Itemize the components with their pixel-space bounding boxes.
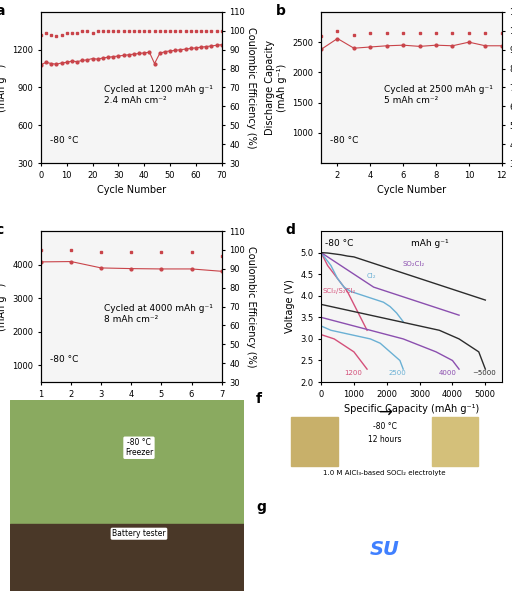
- X-axis label: Cycle Number: Cycle Number: [377, 185, 446, 195]
- X-axis label: Specific Capacity (mAh g⁻¹): Specific Capacity (mAh g⁻¹): [344, 404, 479, 414]
- X-axis label: Cycle Number: Cycle Number: [97, 404, 166, 414]
- Text: ~5000: ~5000: [472, 370, 496, 376]
- Text: LED: LED: [280, 516, 294, 525]
- Text: SO₂Cl₂: SO₂Cl₂: [402, 261, 424, 267]
- Text: f: f: [256, 392, 262, 406]
- Y-axis label: Voltage (V): Voltage (V): [285, 279, 294, 334]
- Text: a: a: [0, 4, 5, 19]
- Text: -80 °C: -80 °C: [325, 239, 353, 248]
- Text: Cycled at 2500 mAh g⁻¹
5 mAh cm⁻²: Cycled at 2500 mAh g⁻¹ 5 mAh cm⁻²: [385, 85, 493, 104]
- Text: Cycled at 4000 mAh g⁻¹
8 mAh cm⁻²: Cycled at 4000 mAh g⁻¹ 8 mAh cm⁻²: [104, 304, 213, 324]
- Text: Battery tester: Battery tester: [112, 529, 166, 538]
- Text: Cl₂: Cl₂: [366, 273, 376, 279]
- Bar: [432, 417, 478, 466]
- Text: g: g: [256, 500, 266, 513]
- Text: 1.0 M AlCl₃-based SOCl₂ electrolyte: 1.0 M AlCl₃-based SOCl₂ electrolyte: [324, 470, 446, 476]
- Text: b: b: [276, 4, 286, 19]
- Text: 2500: 2500: [388, 370, 406, 376]
- Bar: [291, 417, 338, 466]
- Text: -80 °C: -80 °C: [50, 355, 78, 364]
- Text: -80 °C
Freezer: -80 °C Freezer: [125, 438, 153, 457]
- Y-axis label: Coulombic Efficiency (%): Coulombic Efficiency (%): [246, 27, 256, 148]
- Text: -80 °C: -80 °C: [373, 422, 397, 431]
- X-axis label: Cycle Number: Cycle Number: [97, 185, 166, 195]
- Text: 1200: 1200: [345, 370, 362, 376]
- Y-axis label: Discharge Capacity
(mAh g⁻¹): Discharge Capacity (mAh g⁻¹): [0, 40, 7, 135]
- Text: 4000: 4000: [439, 370, 457, 376]
- Text: Cycled at 1200 mAh g⁻¹
2.4 mAh cm⁻²: Cycled at 1200 mAh g⁻¹ 2.4 mAh cm⁻²: [104, 85, 213, 104]
- Text: d: d: [285, 223, 295, 238]
- Text: -80 °C: -80 °C: [330, 136, 358, 145]
- Text: -80 °C: -80 °C: [50, 136, 78, 145]
- Y-axis label: Discharge Capacity
(mAh g⁻¹): Discharge Capacity (mAh g⁻¹): [0, 259, 7, 354]
- Text: c: c: [0, 223, 4, 238]
- Text: →: →: [378, 404, 392, 421]
- Bar: [10, 524, 244, 591]
- Text: -80 °C battery lights up a LED: -80 °C battery lights up a LED: [332, 576, 437, 583]
- Text: 12 hours: 12 hours: [368, 435, 401, 444]
- Y-axis label: Coulombic Efficiency (%): Coulombic Efficiency (%): [246, 246, 256, 367]
- Text: mAh g⁻¹: mAh g⁻¹: [412, 239, 449, 248]
- Y-axis label: Discharge Capacity
(mAh g⁻¹): Discharge Capacity (mAh g⁻¹): [265, 40, 287, 135]
- Text: SCl₂/S₂Cl₂: SCl₂/S₂Cl₂: [323, 288, 356, 294]
- Text: SU: SU: [370, 540, 400, 559]
